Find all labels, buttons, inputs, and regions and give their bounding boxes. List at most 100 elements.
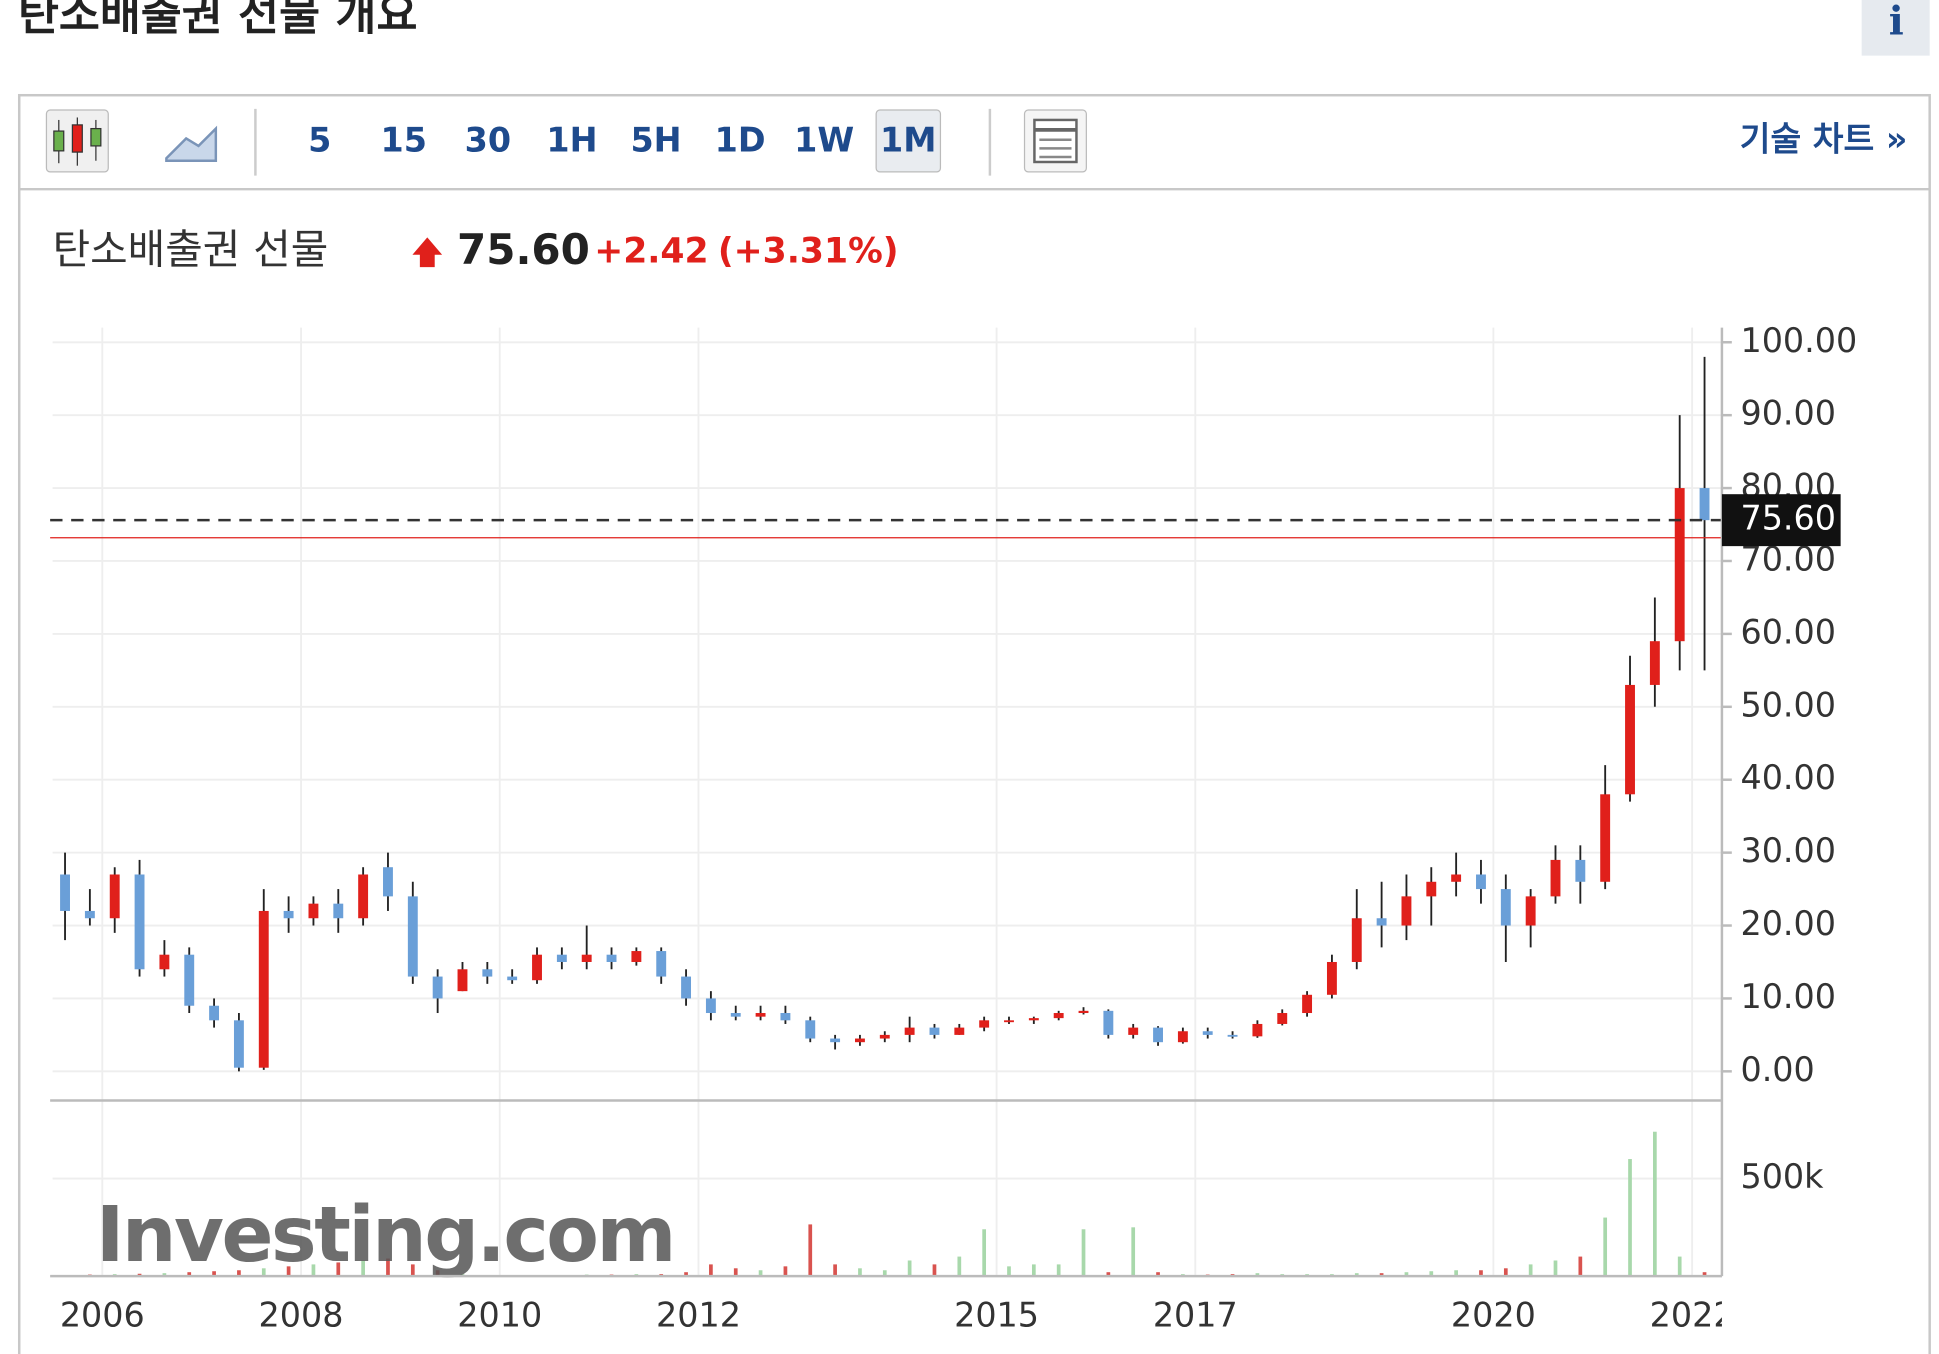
interval-label: 1M: [880, 121, 936, 160]
interval-button[interactable]: 5H: [630, 121, 681, 160]
volume-bar: [1379, 1273, 1384, 1277]
candle-body: [358, 874, 369, 919]
interval-button[interactable]: 1W: [794, 121, 854, 160]
interval-button[interactable]: 1M: [875, 109, 942, 173]
interval-label: 1H: [546, 121, 597, 160]
interval-label: 1D: [715, 121, 766, 160]
volume-bar: [932, 1264, 937, 1277]
candle-type-button[interactable]: [45, 109, 109, 173]
candle-body: [979, 1020, 990, 1028]
volume-bar: [410, 1264, 415, 1277]
table-view-button[interactable]: [1023, 109, 1087, 173]
volume-bar: [237, 1270, 241, 1277]
x-tick-label: 2020: [1451, 1295, 1536, 1334]
interval-label: 1W: [794, 121, 854, 160]
technical-chart-link[interactable]: 기술 차트 »: [1740, 119, 1908, 158]
candle-body: [929, 1027, 940, 1035]
candle-body: [432, 976, 443, 999]
grid: [52, 327, 1722, 1277]
info-label: i: [1889, 0, 1904, 45]
candle-body: [1128, 1027, 1139, 1035]
volume-bar: [1578, 1256, 1583, 1277]
candle-body: [1376, 918, 1387, 926]
volume-bar: [982, 1229, 987, 1277]
candle-body: [1649, 641, 1660, 685]
volume-bar: [709, 1264, 713, 1277]
candle-body: [1028, 1018, 1039, 1021]
candle-body: [755, 1013, 766, 1017]
quote-change: +2.42: [594, 231, 708, 271]
volume-bar: [1255, 1273, 1260, 1277]
volume-bar: [1081, 1229, 1086, 1277]
quote-price: 75.60: [457, 225, 590, 274]
x-tick-label: 2006: [60, 1295, 145, 1334]
volume-bar: [1603, 1217, 1608, 1277]
interval-button[interactable]: 15: [381, 121, 427, 160]
volume-bar: [311, 1264, 316, 1277]
candle-body: [1674, 488, 1685, 642]
volume-bar: [1628, 1159, 1632, 1277]
interval-label: 5H: [630, 121, 681, 160]
candle-body: [109, 874, 120, 919]
candle-body: [1004, 1020, 1014, 1023]
candle-body: [1053, 1013, 1064, 1019]
interval-button[interactable]: 1D: [715, 121, 766, 160]
volume-bar: [758, 1270, 763, 1277]
candle-body: [1525, 896, 1536, 926]
y-tick-label: 50.00: [1740, 685, 1836, 724]
candle-body: [805, 1020, 816, 1039]
x-tick-label: 2022: [1650, 1295, 1735, 1334]
candle-body: [1177, 1031, 1188, 1043]
volume-bar: [261, 1268, 266, 1277]
y-tick-label: 60.00: [1740, 612, 1836, 651]
volume-bar: [1404, 1272, 1409, 1277]
candle-body: [457, 969, 468, 992]
interval-button[interactable]: 1H: [546, 121, 597, 160]
page-title: 탄소배출권 선물 개요: [18, 0, 417, 40]
area-type-button[interactable]: [165, 125, 218, 162]
interval-label: 30: [465, 121, 511, 160]
volume-bar: [1702, 1272, 1707, 1277]
price-panel: [50, 356, 1722, 1072]
interval-button[interactable]: 5: [308, 121, 331, 160]
candle-body: [60, 874, 70, 911]
price-tag-label: 75.60: [1740, 499, 1836, 538]
volume-bar: [1429, 1271, 1434, 1277]
candle-body: [556, 954, 567, 962]
candle-body: [954, 1027, 965, 1035]
y-tick-label: 0.00: [1740, 1050, 1814, 1089]
candle-body: [159, 954, 170, 970]
y-tick-label: 90.00: [1740, 394, 1836, 433]
quote-name: 탄소배출권 선물: [53, 225, 329, 273]
candle-body: [581, 954, 592, 962]
volume-bar: [882, 1270, 887, 1277]
x-tick-labels: 2006 2008 2010 2012 2015 2017 2020 2022: [60, 1295, 1735, 1334]
watermark: Investing.com: [96, 1191, 674, 1280]
volume-bar: [1031, 1264, 1036, 1277]
candle-body: [1153, 1027, 1163, 1043]
candle-body: [283, 910, 294, 919]
candle-body: [233, 1020, 244, 1068]
volume-bar: [858, 1268, 862, 1277]
volume-bar: [957, 1256, 962, 1277]
candle-body: [879, 1034, 890, 1039]
x-tick-label: 2010: [457, 1295, 542, 1334]
info-button[interactable]: i: [1861, 0, 1930, 56]
candle-body: [681, 976, 692, 999]
active-highlight: [875, 109, 942, 173]
volume-bar: [1131, 1227, 1136, 1277]
candle-body: [507, 976, 518, 981]
volume-bar: [435, 1270, 440, 1277]
interval-button[interactable]: 30: [465, 121, 511, 160]
price-tag: [1721, 494, 1841, 547]
candle-body: [1302, 994, 1313, 1014]
candle-body: [904, 1027, 915, 1035]
candle-body: [333, 903, 344, 919]
candle-body: [209, 1005, 220, 1021]
candle-body: [780, 1013, 791, 1021]
candle-body: [606, 954, 617, 962]
volume-panel: [63, 1131, 1707, 1277]
candle-body: [1351, 918, 1362, 962]
candle-body: [730, 1013, 741, 1017]
candle-body: [1078, 1010, 1089, 1014]
